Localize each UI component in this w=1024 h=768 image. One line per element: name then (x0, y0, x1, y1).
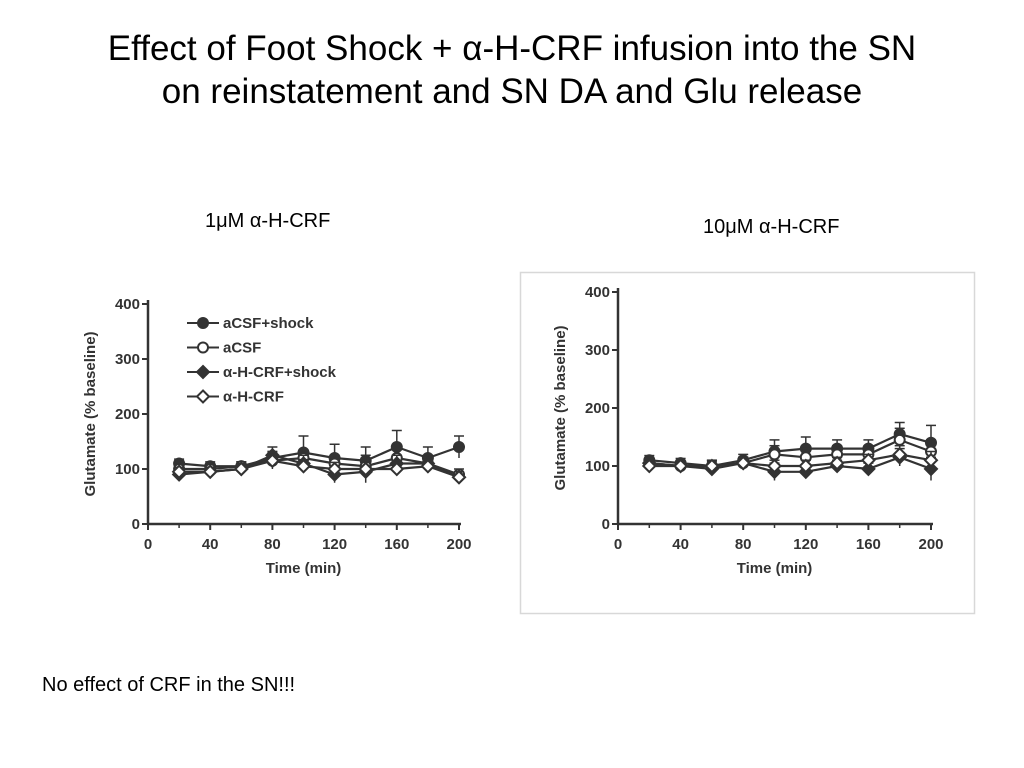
series-line (179, 459, 460, 479)
legend-marker (195, 389, 211, 404)
x-tick-label: 0 (614, 536, 622, 553)
y-tick-label: 0 (602, 516, 610, 533)
data-point (767, 458, 782, 474)
data-point (829, 455, 845, 471)
x-tick-label: 160 (384, 536, 409, 553)
footnote: No effect of CRF in the SN!!! (42, 674, 296, 696)
data-point (641, 458, 657, 474)
data-point (202, 464, 218, 480)
title-line-1: Effect of Foot Shock + α-H-CRF infusion … (107, 29, 917, 68)
series-h-crf (641, 444, 939, 474)
x-tick-label: 160 (856, 536, 881, 553)
series-line (649, 432, 932, 468)
x-tick-label: 40 (672, 536, 689, 553)
data-point (327, 461, 343, 477)
data-point (860, 461, 876, 477)
data-point (860, 452, 876, 468)
panel-label-1um: 1μM α-H-CRF (205, 210, 331, 232)
data-point (923, 452, 939, 468)
series-h-crf-shock (171, 446, 467, 485)
x-tick-label: 120 (322, 536, 347, 553)
y-tick-label: 100 (585, 458, 610, 475)
data-point (768, 448, 781, 461)
x-tick-label: 200 (446, 536, 471, 553)
data-point (264, 453, 280, 469)
legend-item-h-crf-shock: α-H-CRF+shock (187, 364, 337, 381)
data-point (358, 461, 374, 477)
y-tick-label: 0 (132, 516, 140, 533)
legend-marker (197, 341, 209, 354)
legend-label: α-H-CRF (223, 389, 284, 406)
series-line (649, 456, 932, 473)
data-point (420, 458, 436, 474)
glutamate-chart-1um: 0 100 200 300 400 0 40 80 120 160 200 Time (min) Glu… (82, 296, 472, 577)
x-tick-label: 40 (202, 536, 219, 553)
series-h-crf (171, 453, 467, 485)
data-point (453, 441, 465, 453)
y-tick-label: 400 (115, 296, 140, 313)
data-point (893, 433, 906, 446)
series-line (179, 456, 460, 476)
data-point (171, 464, 187, 480)
data-point (673, 458, 689, 474)
legend-item-acsf-shock: aCSF+shock (187, 315, 314, 332)
data-point (296, 458, 311, 474)
legend-marker (195, 364, 211, 380)
x-axis-label: Time (min) (266, 560, 342, 577)
chart-frame (519, 271, 976, 615)
series-line (179, 445, 460, 468)
title-line-2: on reinstatement and SN DA and Glu relea… (161, 71, 863, 111)
legend-label: α-H-CRF+shock (223, 364, 337, 381)
glutamate-chart-10um: 0 100 200 300 400 0 40 80 120 160 200 Time (min) Glu… (519, 271, 976, 615)
y-tick-label: 300 (585, 342, 610, 359)
x-tick-label: 0 (144, 536, 152, 553)
data-point (389, 461, 405, 477)
legend-label: aCSF (223, 340, 261, 357)
series-line (649, 453, 932, 468)
x-tick-label: 200 (918, 536, 943, 553)
y-tick-label: 200 (585, 400, 610, 417)
slide-title: Effect of Foot Shock + α-H-CRF infusion … (0, 28, 1024, 113)
y-axis-label: Glutamate (% baseline) (552, 325, 569, 490)
x-axis-label: Time (min) (737, 560, 813, 577)
data-point (451, 469, 467, 485)
legend-item-h-crf: α-H-CRF (187, 389, 284, 406)
data-point (233, 461, 249, 477)
series-acsf-shock (643, 421, 937, 472)
legend-label: aCSF+shock (223, 315, 314, 332)
x-tick-label: 80 (264, 536, 281, 553)
y-tick-label: 200 (115, 406, 140, 423)
data-point (704, 458, 720, 474)
legend: aCSF+shock aCSF α-H-CRF+shock α-H-CRF (187, 315, 337, 406)
data-point (798, 458, 814, 474)
data-point (892, 446, 908, 462)
y-tick-label: 400 (585, 284, 610, 301)
y-axis-label: Glutamate (% baseline) (82, 331, 99, 496)
legend-marker (197, 317, 209, 329)
y-tick-label: 100 (115, 461, 140, 478)
y-tick-label: 300 (115, 351, 140, 368)
legend-item-acsf: aCSF (187, 340, 261, 357)
x-tick-label: 120 (793, 536, 818, 553)
data-point (735, 455, 751, 471)
panel-label-10um: 10μM α-H-CRF (703, 216, 840, 238)
x-tick-label: 80 (735, 536, 752, 553)
